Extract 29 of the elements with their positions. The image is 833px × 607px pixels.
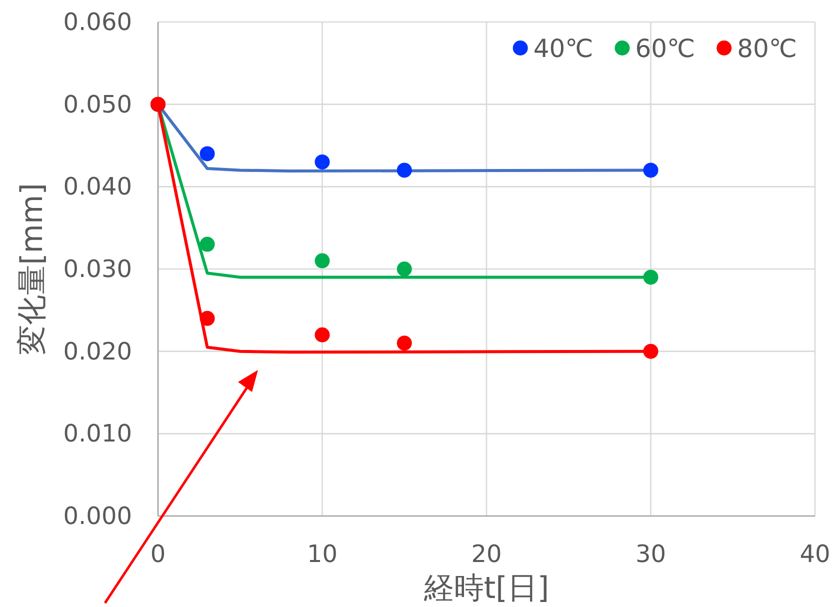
x-tick-label: 30 <box>635 540 666 568</box>
point <box>200 236 215 252</box>
y-axis-title: 変化量[mm] <box>15 183 50 355</box>
point <box>396 162 412 178</box>
x-axis-title: 経時t[日] <box>422 571 550 606</box>
y-tick-label: 0.060 <box>63 8 132 36</box>
y-tick-label: 0.040 <box>63 172 132 201</box>
y-tick-label: 0.010 <box>63 420 132 448</box>
point <box>643 162 658 178</box>
point <box>314 253 330 268</box>
y-tick-label: 0.050 <box>63 90 132 118</box>
y-tick-label: 0.020 <box>63 337 132 366</box>
point <box>200 146 215 162</box>
point <box>396 336 412 351</box>
y-tick-label: 0.000 <box>63 502 132 530</box>
legend-label: 80℃ <box>737 34 797 63</box>
point <box>643 270 658 285</box>
x-tick-label: 40 <box>800 540 830 568</box>
y-tick-label: 0.030 <box>63 255 132 283</box>
point <box>314 327 330 342</box>
x-tick-label: 0 <box>150 540 166 568</box>
x-tick-label: 10 <box>306 540 338 568</box>
point <box>200 310 215 326</box>
point <box>396 262 412 276</box>
point <box>643 344 658 359</box>
point <box>314 154 330 170</box>
x-tick-label: 20 <box>471 540 502 568</box>
legend-label: 60℃ <box>635 34 696 63</box>
legend-label: 40℃ <box>533 34 594 63</box>
